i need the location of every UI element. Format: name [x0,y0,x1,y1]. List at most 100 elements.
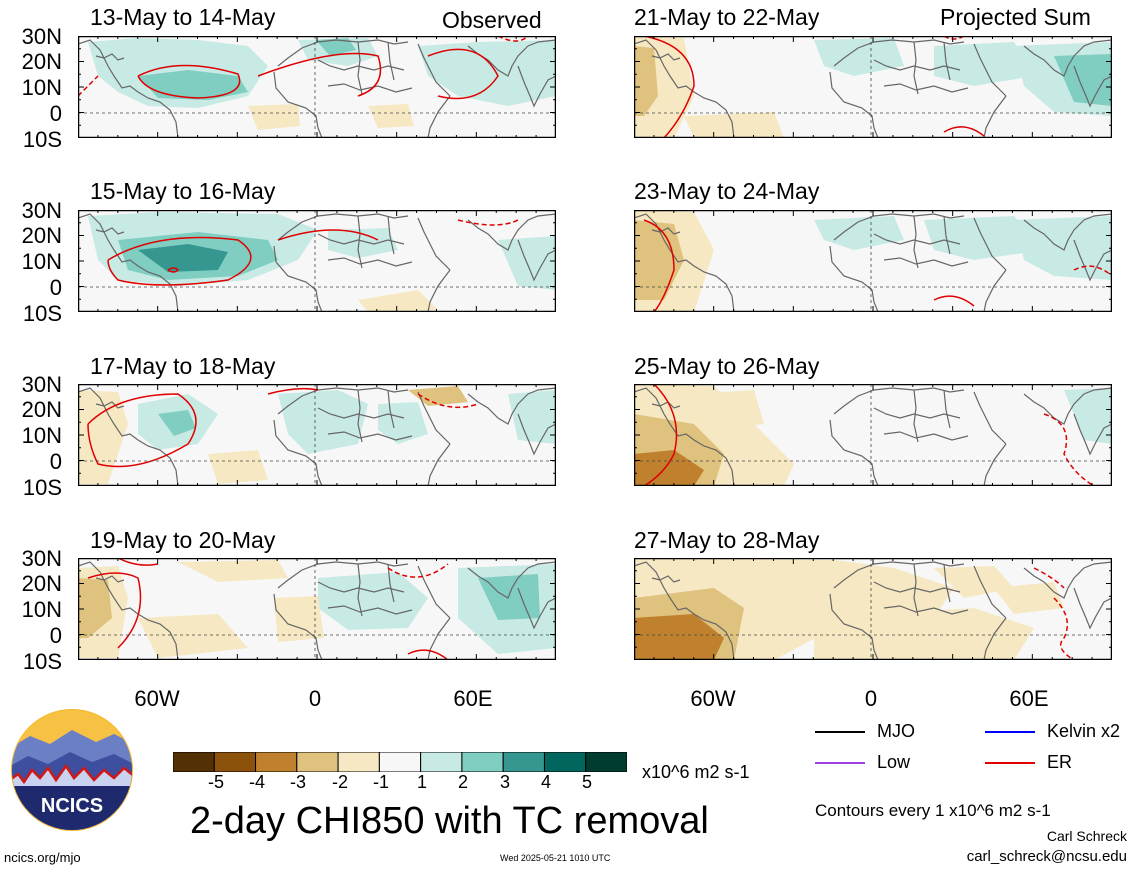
anomaly-shading [408,386,468,406]
contour-note: Contours every 1 x10^6 m2 s-1 [815,801,1051,820]
coastline [517,239,556,282]
er-contour [1043,413,1095,486]
coastline [517,413,556,456]
coastline [873,59,961,71]
er-contour [117,558,159,566]
coastline [1073,587,1112,630]
anomaly-shading [328,228,398,258]
colorbar-units: x10^6 m2 s-1 [642,762,750,782]
coastline [78,387,179,486]
lat-label: 30N [21,546,62,571]
legend-er: ER [985,752,1072,773]
colorbar-tick: -1 [372,772,389,792]
coastline [273,419,323,486]
coastline [651,53,681,61]
map-panel [634,558,1112,660]
lat-label: 10N [21,597,62,622]
coastline [357,41,363,95]
coastline [467,387,556,425]
coastline [873,233,961,245]
coastline [427,269,451,312]
coastline [387,563,395,603]
er-contour [167,267,180,273]
coastline [78,561,179,660]
colorbar-tick: 2 [457,772,468,792]
lon-label: 60W [134,686,180,711]
coastline [943,563,951,603]
er-contour [407,649,449,660]
coastline [634,387,735,486]
coastline [1023,387,1112,425]
lat-label: 0 [49,449,62,474]
coastline [273,71,323,138]
coastline [1073,65,1112,108]
er-contour [943,126,985,137]
er-contour [267,387,319,395]
lat-label: 0 [49,623,62,648]
coastline [883,83,969,93]
coastline [973,217,1007,271]
anomaly-shading [138,70,248,100]
anomaly-shading [684,112,784,138]
anomaly-shading [208,450,268,484]
anomaly-shading [1054,54,1112,106]
colorbar-swatch [213,752,257,772]
coastline [357,563,363,617]
coastline [317,407,405,419]
anomaly-shading [138,614,248,658]
anomaly-shading [634,450,704,486]
legend-label: MJO [877,721,915,741]
lat-label: 10S [22,127,62,152]
coastline [417,43,451,97]
coastline [417,391,451,445]
panel-title: 25-May to 26-May [634,353,820,379]
coastline [417,565,451,619]
er-contour [933,295,975,307]
colorbar-swatch [543,752,587,772]
coastline [273,245,323,312]
coastline [387,41,395,81]
coastline [417,217,451,271]
anomaly-shading [694,390,764,428]
anomaly-shading [178,560,288,582]
lon-label: 60E [1009,686,1049,711]
anomaly-shading [814,216,904,250]
coastline [829,419,879,486]
coastline [983,269,1007,312]
coastline [973,391,1007,445]
coastline [273,593,323,660]
lon-label: 60E [453,686,493,711]
coastline [651,575,681,583]
coastline [387,215,395,255]
legend-line [815,761,865,764]
coastline [1073,413,1112,456]
coastline [829,593,879,660]
colorbar-tick: -5 [207,772,224,792]
lat-label: 30N [21,372,62,397]
er-contour [643,36,695,138]
coastline [883,605,969,615]
coastline [327,431,413,441]
legend-mjo: MJO [815,721,915,742]
anomaly-shading [634,46,658,116]
lat-label: 10S [22,475,62,500]
ncics-logo: NCICS [11,709,133,831]
legend-label: Kelvin x2 [1047,721,1121,741]
anomaly-shading [1014,216,1112,280]
legend-line [985,730,1035,733]
colorbar-tick: -4 [248,772,265,792]
coastline [973,43,1007,97]
lat-label: 10N [21,249,62,274]
colorbar-swatch [296,752,339,772]
coastline [873,407,961,419]
coastline [651,227,681,235]
coastline [317,233,405,245]
logo-text: NCICS [41,795,103,817]
colorbar-swatch [585,752,627,772]
email-link[interactable]: carl_schreck@ncsu.edu [966,848,1127,865]
coastline [983,443,1007,486]
site-link[interactable]: ncics.org/mjo [4,850,81,865]
lat-label: 20N [21,571,62,596]
anomaly-shading [634,614,724,660]
coastline [467,213,556,251]
